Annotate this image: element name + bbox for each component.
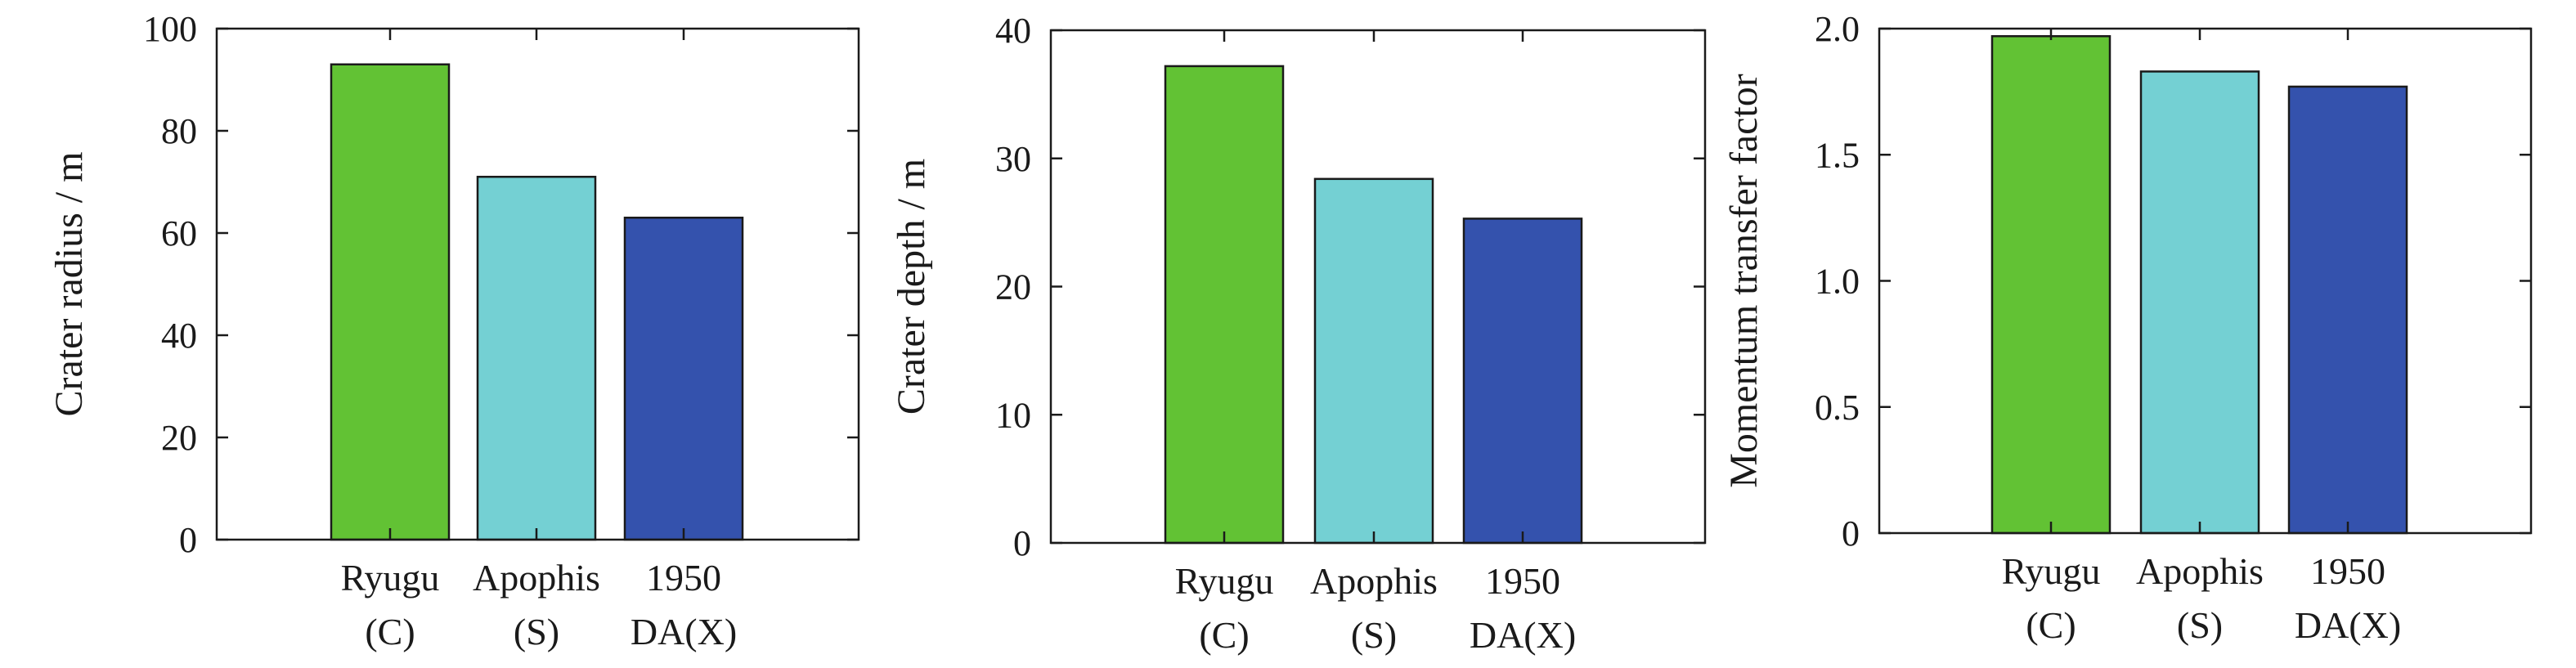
category-label-line1: Apophis	[2136, 550, 2264, 592]
category-label-line1: 1950	[2310, 550, 2385, 592]
chart-panel-3: 0 0.5 1.0 1.5 2.0 Ryugu (C) Apophis (S) 1950 DA(X)…	[1722, 9, 2533, 646]
y-tick-label: 1.5	[1815, 135, 1860, 175]
y-axis-label: Momentum transfer factor	[1722, 74, 1766, 488]
chart-panel-1: 0 20 40 60 80 100 Ryugu (C) Apophis (S) 1950 DA(X) C…	[47, 9, 860, 652]
y-tick-label: 100	[143, 9, 197, 49]
category-label-line2: (C)	[2026, 604, 2076, 646]
category-label-line1: Apophis	[1310, 560, 1438, 602]
category-label-line1: Apophis	[473, 557, 600, 599]
bar-3	[1462, 217, 1583, 545]
bar-1	[1990, 35, 2112, 535]
y-tick-label: 80	[161, 111, 197, 151]
bar-2	[2139, 70, 2260, 535]
y-tick-label: 40	[161, 316, 197, 356]
category-label-line1: Ryugu	[341, 557, 440, 599]
bar-1	[1164, 65, 1285, 545]
y-tick-label: 2.0	[1815, 9, 1860, 49]
category-label-line2: (S)	[2177, 604, 2223, 646]
bar-1	[330, 63, 451, 541]
category-label-line2: (C)	[365, 611, 415, 652]
y-tick-label: 60	[161, 213, 197, 253]
category-label-line2: (S)	[514, 611, 559, 652]
bar-3	[2287, 85, 2408, 535]
category-label-line2: DA(X)	[2295, 604, 2401, 646]
y-axis-label: Crater depth / m	[890, 159, 933, 415]
y-tick-label: 0.5	[1815, 388, 1860, 428]
bar-2	[476, 176, 597, 541]
category-label-line1: 1950	[1485, 560, 1560, 602]
bar-3	[623, 217, 744, 541]
y-tick-label: 30	[995, 139, 1031, 179]
y-tick-label: 20	[995, 267, 1031, 307]
category-label-line1: Ryugu	[2002, 550, 2101, 592]
bar-2	[1313, 177, 1434, 545]
y-tick-label: 10	[995, 395, 1031, 435]
chart-panel-2: 0 10 20 30 40 Ryugu (C) Apophis (S) 1950 DA(X) Crat…	[890, 11, 1707, 656]
y-tick-label: 0	[179, 520, 197, 560]
y-tick-label: 0	[1013, 523, 1031, 563]
plot-frame	[215, 27, 860, 541]
y-tick-label: 40	[995, 11, 1031, 51]
category-label-line2: DA(X)	[1470, 614, 1576, 656]
category-label-line2: (C)	[1199, 614, 1249, 656]
y-axis-label: Crater radius / m	[47, 152, 91, 417]
category-label-line1: 1950	[646, 557, 721, 599]
y-tick-label: 1.0	[1815, 262, 1860, 302]
category-label-line2: DA(X)	[631, 611, 737, 652]
category-label-line1: Ryugu	[1175, 560, 1274, 602]
category-label-line2: (S)	[1351, 614, 1397, 656]
y-tick-label: 20	[161, 418, 197, 458]
y-tick-label: 0	[1842, 513, 1860, 554]
